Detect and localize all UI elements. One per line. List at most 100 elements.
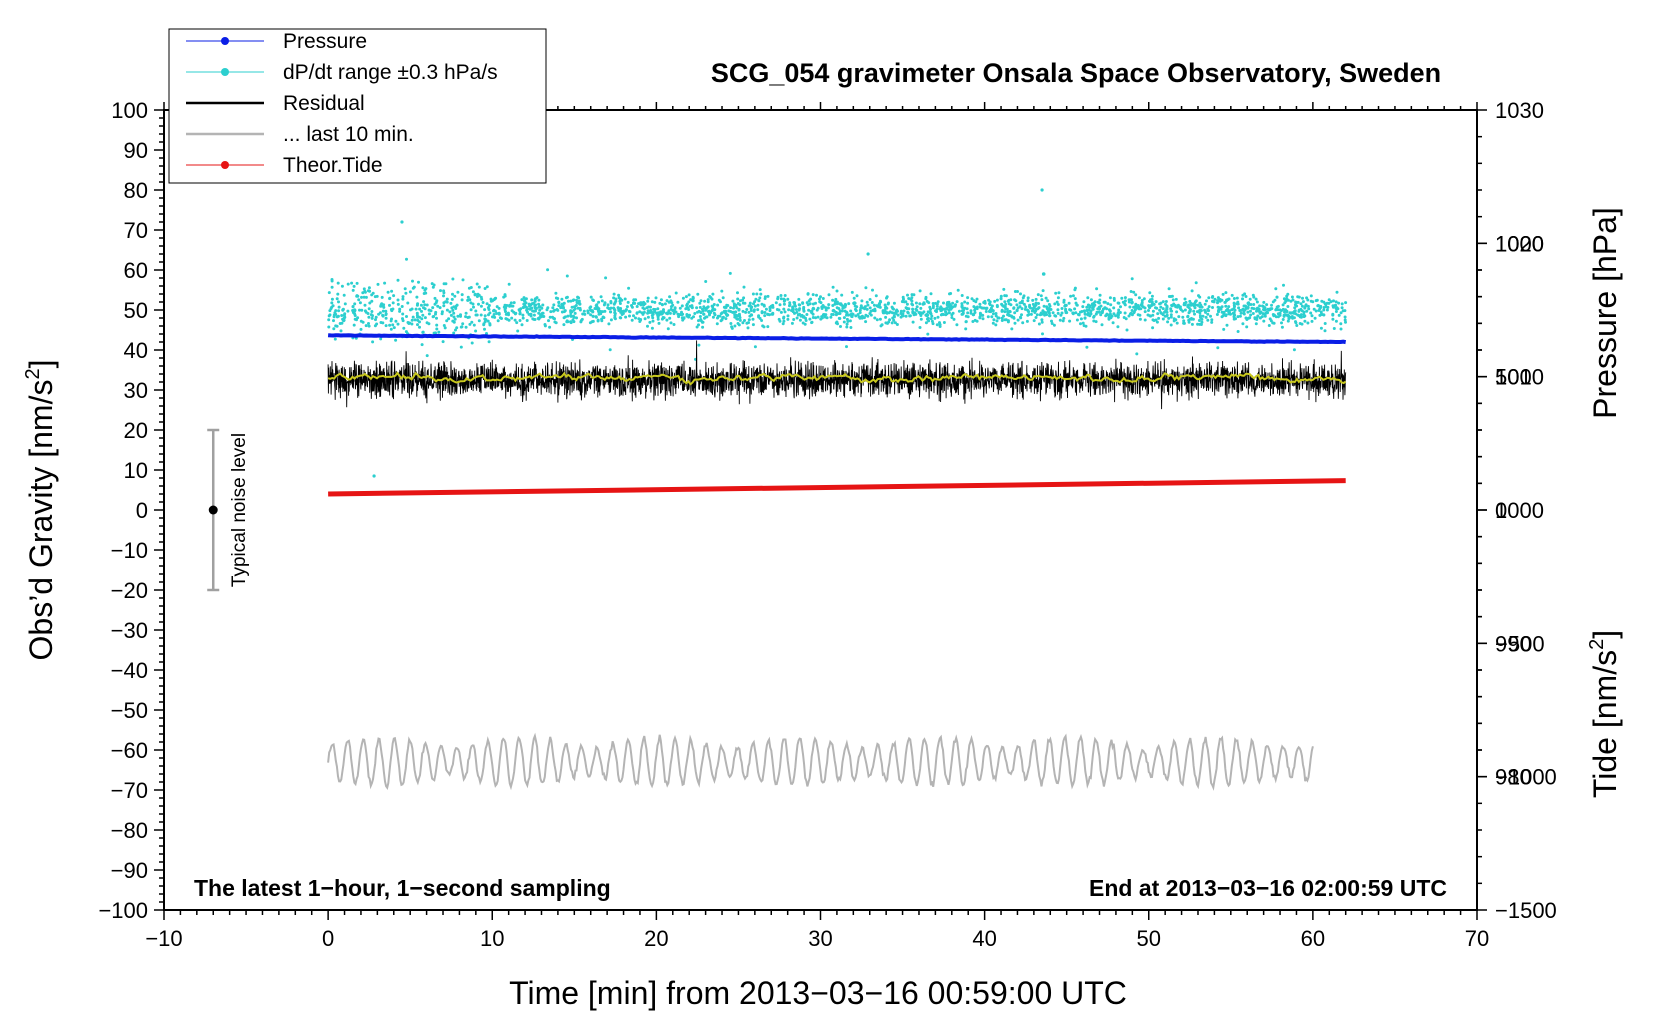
dpdt-point [1322,300,1326,304]
dpdt-point [396,278,400,282]
dpdt-point [1200,320,1204,324]
dpdt-point [423,288,427,292]
dpdt-point [949,307,952,311]
dpdt-point [1006,312,1010,316]
dpdt-point [760,302,764,306]
dpdt-point [1234,317,1237,321]
dpdt-point [1081,305,1085,309]
dpdt-point [452,331,456,335]
dpdt-point [919,311,922,315]
dpdt-point [571,299,575,302]
dpdt-point [537,298,541,302]
dpdt-point [672,312,676,316]
dpdt-point [1197,319,1201,322]
dpdt-point [704,280,708,283]
dpdt-point [351,288,355,292]
dpdt-point [933,316,937,320]
dpdt-point [1191,302,1195,306]
dpdt-point [764,307,768,311]
dpdt-point [464,325,468,329]
pressure-tick-labels: 1030 1020 1010 1000 990 980 [1495,98,1544,790]
dpdt-point [388,303,391,307]
dpdt-point [995,319,999,323]
dpdt-point [853,301,856,305]
dpdt-point [705,315,709,319]
dpdt-point [1128,305,1132,309]
dpdt-point [788,301,792,305]
dpdt-point [591,298,595,302]
dpdt-point [1243,292,1247,296]
dpdt-point [1064,311,1068,315]
dpdt-point [853,304,857,308]
dpdt-point [1124,317,1128,321]
dpdt-point [528,307,532,311]
dpdt-point [1246,301,1250,305]
y-tick-label: −60 [111,738,148,763]
dpdt-point [1086,296,1090,300]
dpdt-point [748,301,752,305]
dpdt-point [485,302,489,306]
dpdt-point [1169,295,1173,298]
dpdt-point [362,287,366,291]
dpdt-point [1107,316,1111,320]
dpdt-point [612,292,616,296]
dpdt-point [680,304,684,308]
dpdt-point [1318,306,1322,310]
dpdt-point [1313,316,1317,320]
dpdt-point [792,318,796,321]
dpdt-point [1331,305,1335,309]
dpdt-point [612,306,616,310]
dpdt-point [760,319,764,322]
dpdt-point [752,308,756,312]
dpdt-point [489,299,493,303]
dpdt-point [538,308,542,312]
dpdt-point [363,290,367,294]
dpdt-point [418,320,421,324]
dpdt-point [398,309,402,313]
dpdt-point [451,277,455,281]
dpdt-point [404,330,408,334]
dpdt-point [849,326,853,329]
dpdt-point [738,316,742,320]
dpdt-point [1116,312,1120,316]
dpdt-point [327,314,331,318]
dpdt-point [1158,308,1162,312]
dpdt-point [752,302,755,306]
dpdt-point [454,328,457,332]
dpdt-point [763,297,767,300]
dpdt-point [543,324,547,328]
dpdt-point [1099,313,1103,317]
dpdt-point [381,309,385,313]
dpdt-point [533,318,537,321]
dpdt-point [1025,319,1029,323]
dpdt-point [1292,311,1296,315]
dpdt-point [477,302,480,306]
dpdt-point [609,310,612,314]
dpdt-point [367,307,371,311]
dpdt-point [837,312,841,315]
dpdt-point [1248,297,1252,301]
dpdt-point [646,315,650,319]
dpdt-point [401,317,404,321]
dpdt-point [1026,299,1030,303]
dpdt-point [978,302,982,306]
dpdt-point [401,312,405,316]
dpdt-point [1203,302,1207,306]
dpdt-point [1297,295,1301,299]
dpdt-point [425,303,429,307]
dpdt-point [502,295,506,299]
dpdt-point [560,297,564,301]
y-tick-label: 0 [136,498,148,523]
dpdt-point [790,321,794,325]
dpdt-point [1229,312,1232,316]
dpdt-point [540,306,544,310]
dpdt-point [370,293,374,297]
dpdt-point [1320,313,1324,316]
dpdt-point [650,300,654,304]
dpdt-point [981,317,985,321]
dpdt-point [432,283,436,287]
dpdt-point [1067,301,1071,305]
dpdt-point [835,300,839,304]
dpdt-point [750,305,753,309]
dpdt-point [947,311,951,315]
